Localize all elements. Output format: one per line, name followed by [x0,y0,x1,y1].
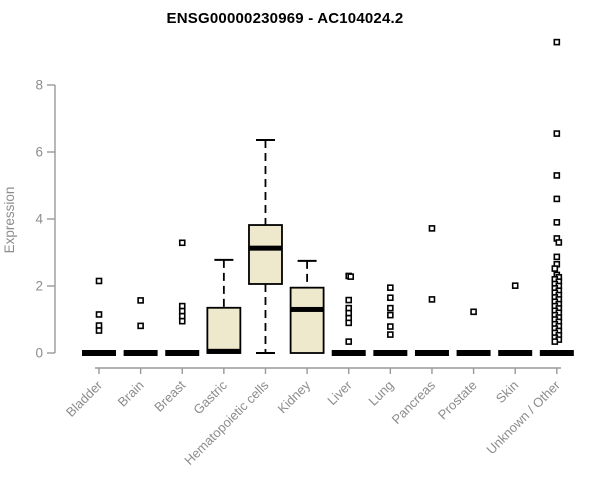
outlier-point [553,195,561,203]
box [206,306,242,354]
box [289,286,325,354]
flat-box [373,350,408,356]
outlier-point [178,317,186,325]
flat-box [331,350,366,356]
x-tick-label: Prostate [435,378,480,423]
outlier-point [137,297,144,304]
outlier-point [345,296,353,304]
outlier-point [551,265,559,272]
outlier-point [553,219,561,226]
outlier-point [345,319,353,327]
x-tick-label: Brain [115,378,147,410]
flat-box [414,350,449,356]
outlier-point [137,322,144,330]
outlier-point [95,277,103,285]
outlier-point [553,130,561,137]
x-tick-label: Liver [324,377,355,408]
outlier-point [553,172,561,179]
outlier-point [551,338,559,345]
outlier-point [387,311,394,319]
outlier-point [95,311,103,318]
box [248,224,283,285]
outlier-point [553,38,561,46]
x-tick-label: Pancreas [389,377,439,427]
outlier-point [387,304,394,312]
x-tick-label: Gastric [190,377,230,417]
flat-box [456,350,491,356]
x-tick-label: Breast [151,377,188,414]
x-tick-label: Skin [493,378,521,406]
y-tick-label: 6 [35,145,43,160]
outlier-point [345,338,353,345]
outlier-point [428,225,436,232]
flat-box [82,350,116,356]
outlier-point [387,284,394,291]
x-tick-label: Lung [365,378,396,409]
median-line [207,348,241,354]
median-line [248,245,282,251]
outlier-point [387,331,394,338]
x-tick-label: Kidney [275,377,314,416]
y-axis-label: Expression [2,187,17,254]
flat-box [123,350,158,356]
flat-box [539,350,574,356]
flat-box [498,350,533,356]
median-line [290,306,324,312]
outlier-point [387,323,394,330]
outlier-point [555,239,563,246]
y-tick-label: 8 [35,78,43,93]
outlier-point [553,253,561,261]
outlier-point [387,294,394,302]
x-tick-label: Unknown / Other [483,377,563,457]
y-tick-label: 0 [35,346,43,361]
chart-title: ENSG00000230969 - AC104024.2 [166,10,404,27]
outlier-point [178,239,186,247]
outlier-point [347,273,355,280]
outlier-point [511,282,519,289]
y-tick-label: 4 [35,212,43,227]
outlier-point [470,308,477,316]
outlier-point [95,327,103,334]
flat-box [165,350,200,356]
outlier-point [428,296,436,303]
x-tick-label: Bladder [63,377,106,420]
y-tick-label: 2 [35,279,43,294]
